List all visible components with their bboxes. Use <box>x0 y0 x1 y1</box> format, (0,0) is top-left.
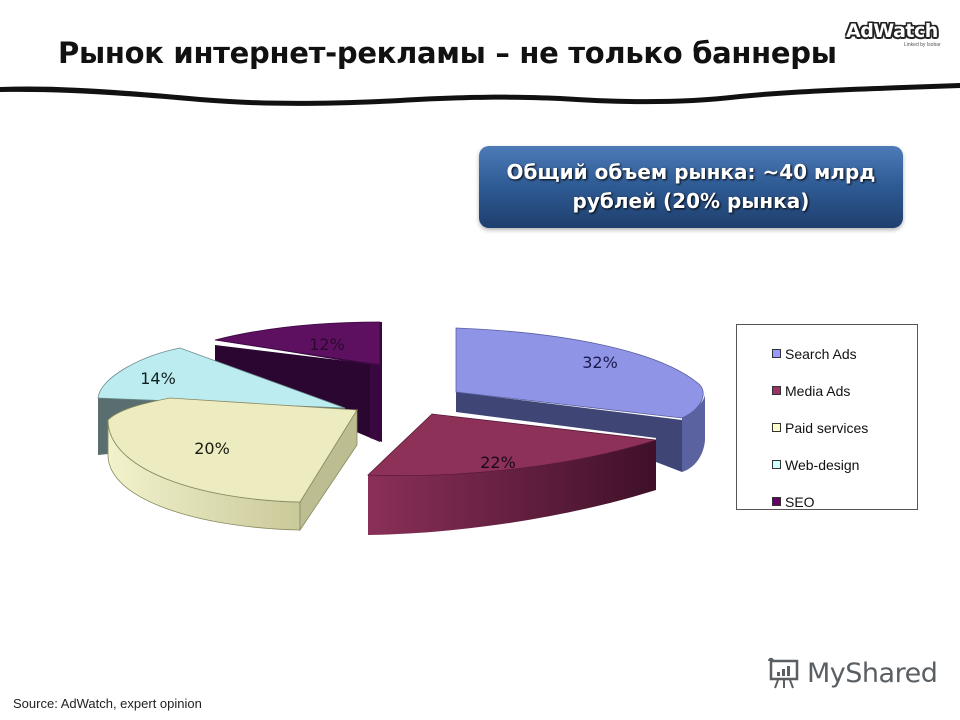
presentation-board-icon <box>768 657 799 689</box>
page-title: Рынок интернет-рекламы – не только банне… <box>58 36 837 70</box>
header-divider-wave <box>0 83 960 106</box>
callout-line-1: Общий объем рынка: ~40 млрд <box>506 160 876 184</box>
legend-item-search-ads: Search Ads <box>737 335 917 372</box>
chart-legend: Search Ads Media Ads Paid services Web-d… <box>736 324 918 510</box>
myshared-watermark: MyShared <box>767 656 938 690</box>
label-web-design: 14% <box>140 369 176 388</box>
callout-line-2: рублей (20% рынка) <box>572 189 810 213</box>
slice-paid-services <box>107 397 358 532</box>
legend-swatch-icon <box>772 460 781 469</box>
legend-swatch-icon <box>772 423 781 432</box>
source-note: Source: AdWatch, expert opinion <box>13 696 202 711</box>
legend-item-seo: SEO <box>737 483 917 520</box>
label-search-ads: 32% <box>582 353 618 372</box>
label-seo: 12% <box>309 335 345 354</box>
watermark-text: MyShared <box>807 657 938 689</box>
label-paid-services: 20% <box>194 439 230 458</box>
slice-media-ads <box>367 413 657 535</box>
legend-label: Paid services <box>785 419 869 436</box>
legend-label: Web-design <box>785 456 860 473</box>
legend-swatch-icon <box>772 386 781 395</box>
legend-label: Search Ads <box>785 345 857 362</box>
logo-subtext: Linked by Isobar <box>904 42 941 48</box>
legend-label: SEO <box>785 493 815 510</box>
legend-item-paid-services: Paid services <box>737 409 917 446</box>
legend-item-media-ads: Media Ads <box>737 372 917 409</box>
legend-item-web-design: Web-design <box>737 446 917 483</box>
label-media-ads: 22% <box>480 453 516 472</box>
logo-text: AdWatch <box>846 20 938 42</box>
pie-chart: 32% 22% 20% 14% 12% <box>97 321 706 535</box>
slice-search-ads <box>455 327 706 472</box>
adwatch-logo: AdWatch Linked by Isobar <box>846 20 958 50</box>
legend-label: Media Ads <box>785 382 851 399</box>
legend-swatch-icon <box>772 349 781 358</box>
legend-swatch-icon <box>772 497 781 506</box>
market-size-callout: Общий объем рынка: ~40 млрд рублей (20% … <box>479 146 903 228</box>
